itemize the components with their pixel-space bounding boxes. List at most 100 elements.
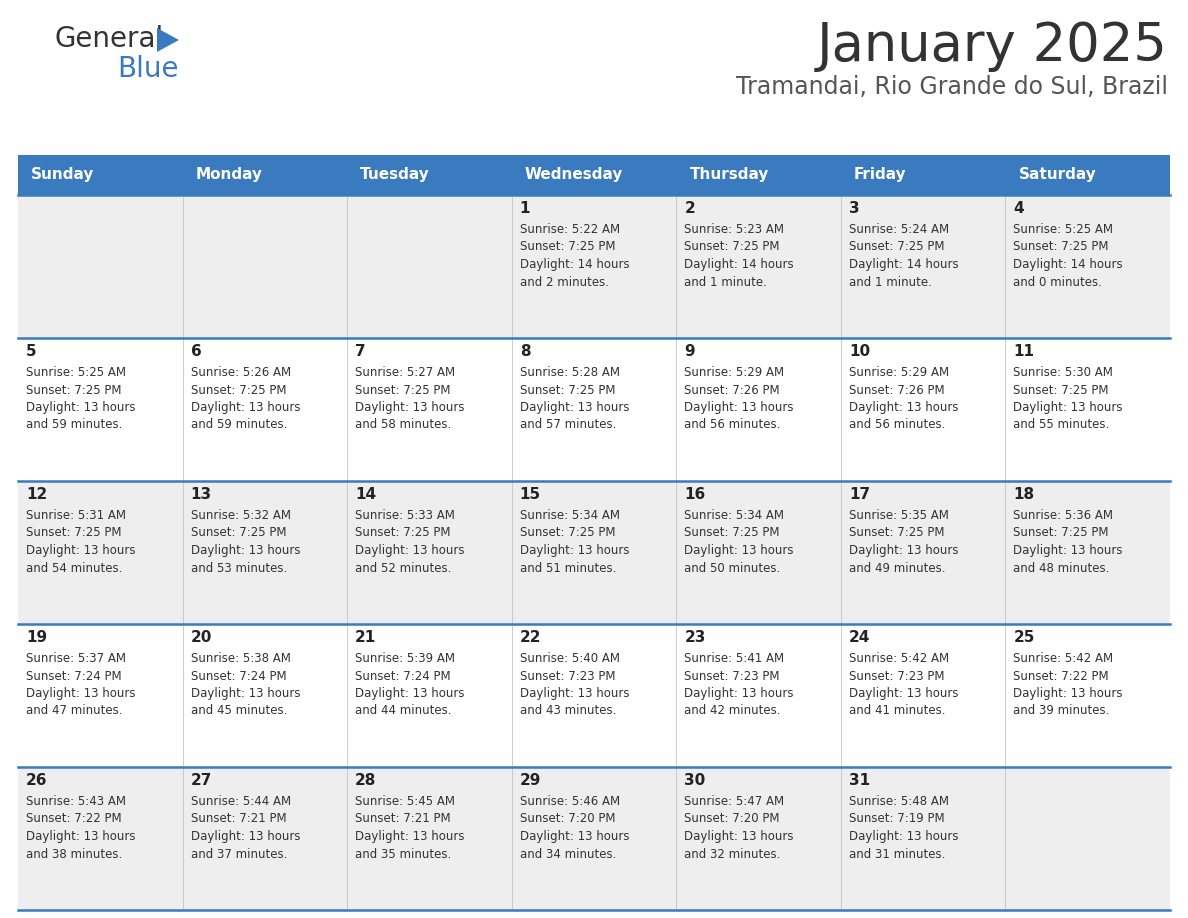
- Text: Sunrise: 5:40 AM: Sunrise: 5:40 AM: [519, 652, 620, 665]
- Text: Sunset: 7:25 PM: Sunset: 7:25 PM: [355, 527, 450, 540]
- Text: Sunrise: 5:35 AM: Sunrise: 5:35 AM: [849, 509, 949, 522]
- Text: Sunset: 7:25 PM: Sunset: 7:25 PM: [26, 384, 121, 397]
- Text: 23: 23: [684, 630, 706, 645]
- Text: Daylight: 13 hours: Daylight: 13 hours: [849, 401, 959, 414]
- Text: Tramandai, Rio Grande do Sul, Brazil: Tramandai, Rio Grande do Sul, Brazil: [737, 75, 1168, 99]
- Text: Sunrise: 5:25 AM: Sunrise: 5:25 AM: [1013, 223, 1113, 236]
- Text: Sunrise: 5:45 AM: Sunrise: 5:45 AM: [355, 795, 455, 808]
- Text: Daylight: 13 hours: Daylight: 13 hours: [26, 687, 135, 700]
- Text: and 37 minutes.: and 37 minutes.: [190, 847, 287, 860]
- Text: Daylight: 13 hours: Daylight: 13 hours: [684, 401, 794, 414]
- Text: and 1 minute.: and 1 minute.: [849, 275, 931, 288]
- Text: Sunrise: 5:41 AM: Sunrise: 5:41 AM: [684, 652, 784, 665]
- Text: Thursday: Thursday: [689, 167, 769, 183]
- Text: Daylight: 13 hours: Daylight: 13 hours: [849, 830, 959, 843]
- Text: 15: 15: [519, 487, 541, 502]
- Text: Daylight: 13 hours: Daylight: 13 hours: [26, 544, 135, 557]
- Text: and 53 minutes.: and 53 minutes.: [190, 562, 286, 575]
- Text: Sunset: 7:25 PM: Sunset: 7:25 PM: [190, 527, 286, 540]
- Text: Sunset: 7:25 PM: Sunset: 7:25 PM: [684, 527, 779, 540]
- Text: Sunset: 7:20 PM: Sunset: 7:20 PM: [519, 812, 615, 825]
- Text: and 39 minutes.: and 39 minutes.: [1013, 704, 1110, 718]
- Text: Sunrise: 5:43 AM: Sunrise: 5:43 AM: [26, 795, 126, 808]
- Text: Daylight: 13 hours: Daylight: 13 hours: [355, 401, 465, 414]
- Text: and 57 minutes.: and 57 minutes.: [519, 419, 617, 431]
- Text: Sunset: 7:21 PM: Sunset: 7:21 PM: [190, 812, 286, 825]
- Text: Sunset: 7:22 PM: Sunset: 7:22 PM: [1013, 669, 1110, 682]
- Text: Sunday: Sunday: [31, 167, 95, 183]
- Text: Daylight: 14 hours: Daylight: 14 hours: [684, 258, 794, 271]
- Text: General: General: [55, 25, 164, 53]
- Text: and 59 minutes.: and 59 minutes.: [190, 419, 287, 431]
- Text: Sunrise: 5:42 AM: Sunrise: 5:42 AM: [1013, 652, 1113, 665]
- Text: Daylight: 13 hours: Daylight: 13 hours: [849, 687, 959, 700]
- Text: Blue: Blue: [116, 55, 178, 83]
- Text: Sunset: 7:26 PM: Sunset: 7:26 PM: [684, 384, 779, 397]
- Text: Sunset: 7:25 PM: Sunset: 7:25 PM: [1013, 241, 1108, 253]
- Text: Daylight: 14 hours: Daylight: 14 hours: [519, 258, 630, 271]
- Text: 20: 20: [190, 630, 211, 645]
- Text: and 44 minutes.: and 44 minutes.: [355, 704, 451, 718]
- Text: Sunrise: 5:34 AM: Sunrise: 5:34 AM: [684, 509, 784, 522]
- Text: Sunrise: 5:34 AM: Sunrise: 5:34 AM: [519, 509, 620, 522]
- Text: Sunrise: 5:42 AM: Sunrise: 5:42 AM: [849, 652, 949, 665]
- Text: Daylight: 13 hours: Daylight: 13 hours: [190, 544, 301, 557]
- Text: Sunset: 7:24 PM: Sunset: 7:24 PM: [190, 669, 286, 682]
- Text: Daylight: 13 hours: Daylight: 13 hours: [1013, 401, 1123, 414]
- Bar: [18, 338, 1170, 481]
- Text: and 43 minutes.: and 43 minutes.: [519, 704, 617, 718]
- Text: Daylight: 13 hours: Daylight: 13 hours: [190, 687, 301, 700]
- Text: and 51 minutes.: and 51 minutes.: [519, 562, 617, 575]
- Text: 11: 11: [1013, 344, 1035, 359]
- Text: 19: 19: [26, 630, 48, 645]
- Text: Daylight: 13 hours: Daylight: 13 hours: [684, 830, 794, 843]
- Text: Sunset: 7:25 PM: Sunset: 7:25 PM: [519, 384, 615, 397]
- Text: Daylight: 13 hours: Daylight: 13 hours: [849, 544, 959, 557]
- Text: Sunset: 7:25 PM: Sunset: 7:25 PM: [1013, 527, 1108, 540]
- Text: 3: 3: [849, 201, 859, 216]
- Text: Daylight: 13 hours: Daylight: 13 hours: [1013, 687, 1123, 700]
- Text: 13: 13: [190, 487, 211, 502]
- Text: Sunset: 7:24 PM: Sunset: 7:24 PM: [355, 669, 450, 682]
- Text: Sunrise: 5:32 AM: Sunrise: 5:32 AM: [190, 509, 291, 522]
- Bar: [18, 767, 1170, 910]
- Text: Sunset: 7:20 PM: Sunset: 7:20 PM: [684, 812, 779, 825]
- Text: and 1 minute.: and 1 minute.: [684, 275, 767, 288]
- Text: Sunset: 7:19 PM: Sunset: 7:19 PM: [849, 812, 944, 825]
- Text: 14: 14: [355, 487, 377, 502]
- Text: and 38 minutes.: and 38 minutes.: [26, 847, 122, 860]
- Text: Sunrise: 5:28 AM: Sunrise: 5:28 AM: [519, 366, 620, 379]
- Text: 28: 28: [355, 773, 377, 788]
- Text: Daylight: 13 hours: Daylight: 13 hours: [355, 830, 465, 843]
- Text: Daylight: 13 hours: Daylight: 13 hours: [190, 830, 301, 843]
- Text: and 56 minutes.: and 56 minutes.: [684, 419, 781, 431]
- Text: Sunset: 7:25 PM: Sunset: 7:25 PM: [849, 527, 944, 540]
- Text: Sunrise: 5:31 AM: Sunrise: 5:31 AM: [26, 509, 126, 522]
- Text: Saturday: Saturday: [1018, 167, 1097, 183]
- Text: Sunset: 7:25 PM: Sunset: 7:25 PM: [519, 241, 615, 253]
- Text: January 2025: January 2025: [817, 20, 1168, 72]
- Text: 17: 17: [849, 487, 870, 502]
- Text: and 47 minutes.: and 47 minutes.: [26, 704, 122, 718]
- Text: 29: 29: [519, 773, 541, 788]
- Bar: [18, 624, 1170, 767]
- Text: and 35 minutes.: and 35 minutes.: [355, 847, 451, 860]
- Text: 10: 10: [849, 344, 870, 359]
- Text: 16: 16: [684, 487, 706, 502]
- Text: Sunrise: 5:38 AM: Sunrise: 5:38 AM: [190, 652, 290, 665]
- Text: Sunset: 7:26 PM: Sunset: 7:26 PM: [849, 384, 944, 397]
- Text: Daylight: 13 hours: Daylight: 13 hours: [519, 544, 630, 557]
- Text: and 31 minutes.: and 31 minutes.: [849, 847, 946, 860]
- Text: and 52 minutes.: and 52 minutes.: [355, 562, 451, 575]
- Text: Daylight: 13 hours: Daylight: 13 hours: [519, 401, 630, 414]
- Text: Daylight: 13 hours: Daylight: 13 hours: [684, 687, 794, 700]
- Text: Daylight: 13 hours: Daylight: 13 hours: [355, 687, 465, 700]
- Text: 1: 1: [519, 201, 530, 216]
- Text: Daylight: 14 hours: Daylight: 14 hours: [1013, 258, 1123, 271]
- Text: 27: 27: [190, 773, 211, 788]
- Text: and 48 minutes.: and 48 minutes.: [1013, 562, 1110, 575]
- Text: Sunset: 7:25 PM: Sunset: 7:25 PM: [684, 241, 779, 253]
- Text: and 55 minutes.: and 55 minutes.: [1013, 419, 1110, 431]
- Text: Sunrise: 5:23 AM: Sunrise: 5:23 AM: [684, 223, 784, 236]
- Text: Sunset: 7:23 PM: Sunset: 7:23 PM: [849, 669, 944, 682]
